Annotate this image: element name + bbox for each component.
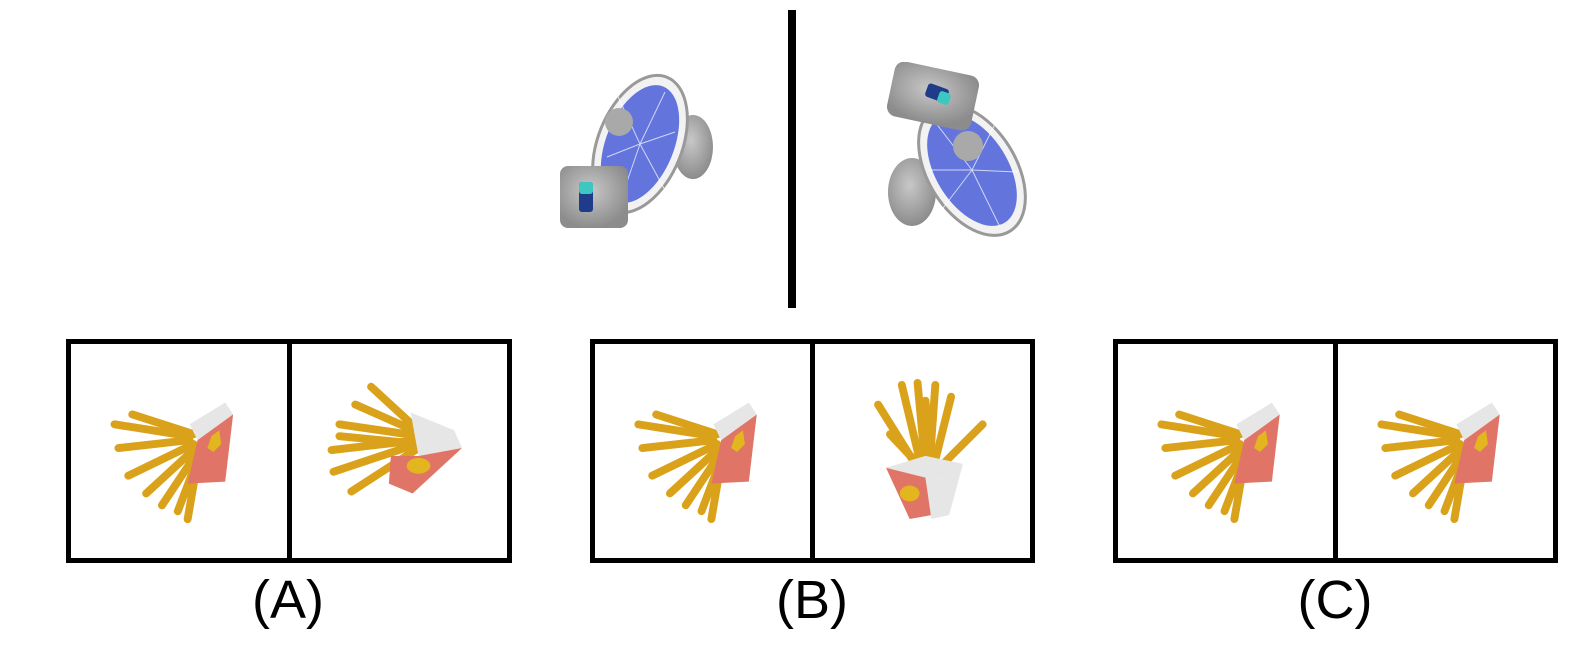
option-b-left-cell — [595, 344, 810, 558]
option-a-label: (A) — [252, 570, 324, 630]
french-fries-icon — [110, 402, 234, 524]
option-b-panel[interactable] — [590, 339, 1035, 563]
option-c-panel[interactable] — [1113, 339, 1558, 563]
option-c-label: (C) — [1297, 570, 1373, 630]
option-a-left-cell — [71, 344, 287, 558]
option-b-label: (B) — [776, 570, 848, 630]
option-b-right-cell — [810, 344, 1030, 558]
reference-divider — [788, 10, 796, 308]
option-c-left-cell — [1118, 344, 1333, 558]
option-a-panel[interactable] — [66, 339, 512, 563]
french-fries-icon — [1157, 402, 1280, 523]
french-fries-icon — [327, 382, 462, 496]
option-c-right-cell — [1333, 344, 1553, 558]
french-fries-icon — [874, 379, 987, 520]
fan-icon — [886, 62, 1027, 237]
option-a-right-cell — [286, 344, 508, 558]
french-fries-icon — [634, 402, 757, 523]
fan-icon — [560, 73, 713, 228]
french-fries-icon — [1377, 402, 1500, 523]
